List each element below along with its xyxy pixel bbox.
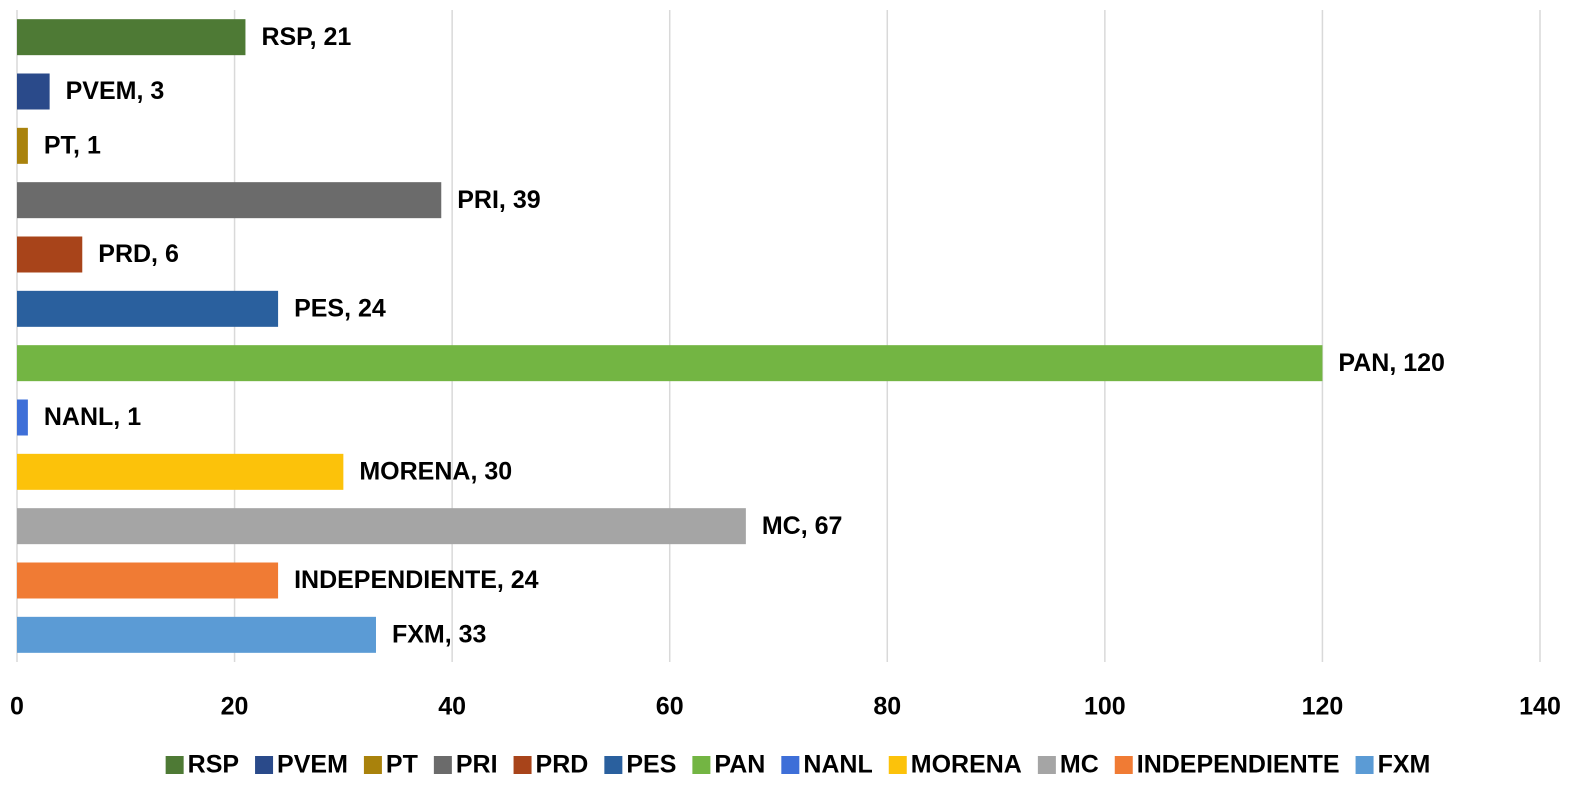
x-tick-label: 20 bbox=[221, 693, 249, 721]
legend-swatch bbox=[255, 756, 274, 774]
legend-swatch bbox=[1355, 756, 1374, 774]
legend-label: PT bbox=[386, 751, 418, 779]
legend-swatch bbox=[513, 756, 532, 774]
bar bbox=[17, 453, 344, 490]
legend-label: FXM bbox=[1378, 751, 1431, 779]
legend-swatch bbox=[363, 756, 382, 774]
bar bbox=[17, 236, 83, 273]
bar bbox=[17, 508, 746, 545]
data-label: NANL, 1 bbox=[44, 403, 141, 431]
data-label: PES, 24 bbox=[294, 294, 386, 322]
bar bbox=[17, 19, 246, 56]
x-tick-label: 80 bbox=[873, 693, 901, 721]
legend-swatch bbox=[165, 756, 184, 774]
legend-label: PES bbox=[626, 751, 676, 779]
data-label: FXM, 33 bbox=[392, 620, 486, 648]
bar bbox=[17, 290, 279, 327]
bar bbox=[17, 73, 50, 110]
legend-swatch bbox=[1114, 756, 1133, 774]
x-tick-label: 140 bbox=[1519, 693, 1561, 721]
data-label: PRD, 6 bbox=[98, 240, 179, 268]
data-label: PAN, 120 bbox=[1338, 349, 1445, 377]
bar bbox=[17, 616, 376, 653]
x-tick-label: 60 bbox=[656, 693, 684, 721]
data-label: PT, 1 bbox=[44, 131, 101, 159]
legend-label: RSP bbox=[188, 751, 239, 779]
legend-swatch bbox=[781, 756, 800, 774]
x-tick-label: 120 bbox=[1302, 693, 1344, 721]
bar bbox=[17, 399, 28, 436]
x-tick-label: 40 bbox=[438, 693, 466, 721]
data-label: PVEM, 3 bbox=[66, 77, 165, 105]
bar bbox=[17, 182, 442, 219]
bar bbox=[17, 345, 1323, 382]
legend-label: NANL bbox=[803, 751, 872, 779]
legend-swatch bbox=[1037, 756, 1056, 774]
data-label: RSP, 21 bbox=[261, 23, 351, 51]
legend-label: MORENA bbox=[911, 751, 1022, 779]
bar bbox=[17, 127, 28, 164]
legend-swatch bbox=[888, 756, 907, 774]
data-label: MC, 67 bbox=[762, 512, 843, 540]
legend-label: INDEPENDIENTE bbox=[1137, 751, 1340, 779]
legend-label: PRI bbox=[456, 751, 498, 779]
data-label: MORENA, 30 bbox=[359, 457, 512, 485]
legend-label: PRD bbox=[536, 751, 589, 779]
legend-label: PVEM bbox=[277, 751, 348, 779]
bar bbox=[17, 562, 279, 599]
x-tick-label: 0 bbox=[10, 693, 24, 721]
legend-swatch bbox=[692, 756, 711, 774]
data-label: INDEPENDIENTE, 24 bbox=[294, 566, 539, 594]
legend-swatch bbox=[433, 756, 452, 774]
legend-label: PAN bbox=[714, 751, 765, 779]
legend-label: MC bbox=[1060, 751, 1099, 779]
data-label: PRI, 39 bbox=[457, 186, 540, 214]
legend-swatch bbox=[604, 756, 623, 774]
x-tick-label: 100 bbox=[1084, 693, 1126, 721]
legend: RSP PVEM PT PRI PRD PES PAN NANL MORENA MC INDEPEN… bbox=[165, 751, 1431, 779]
